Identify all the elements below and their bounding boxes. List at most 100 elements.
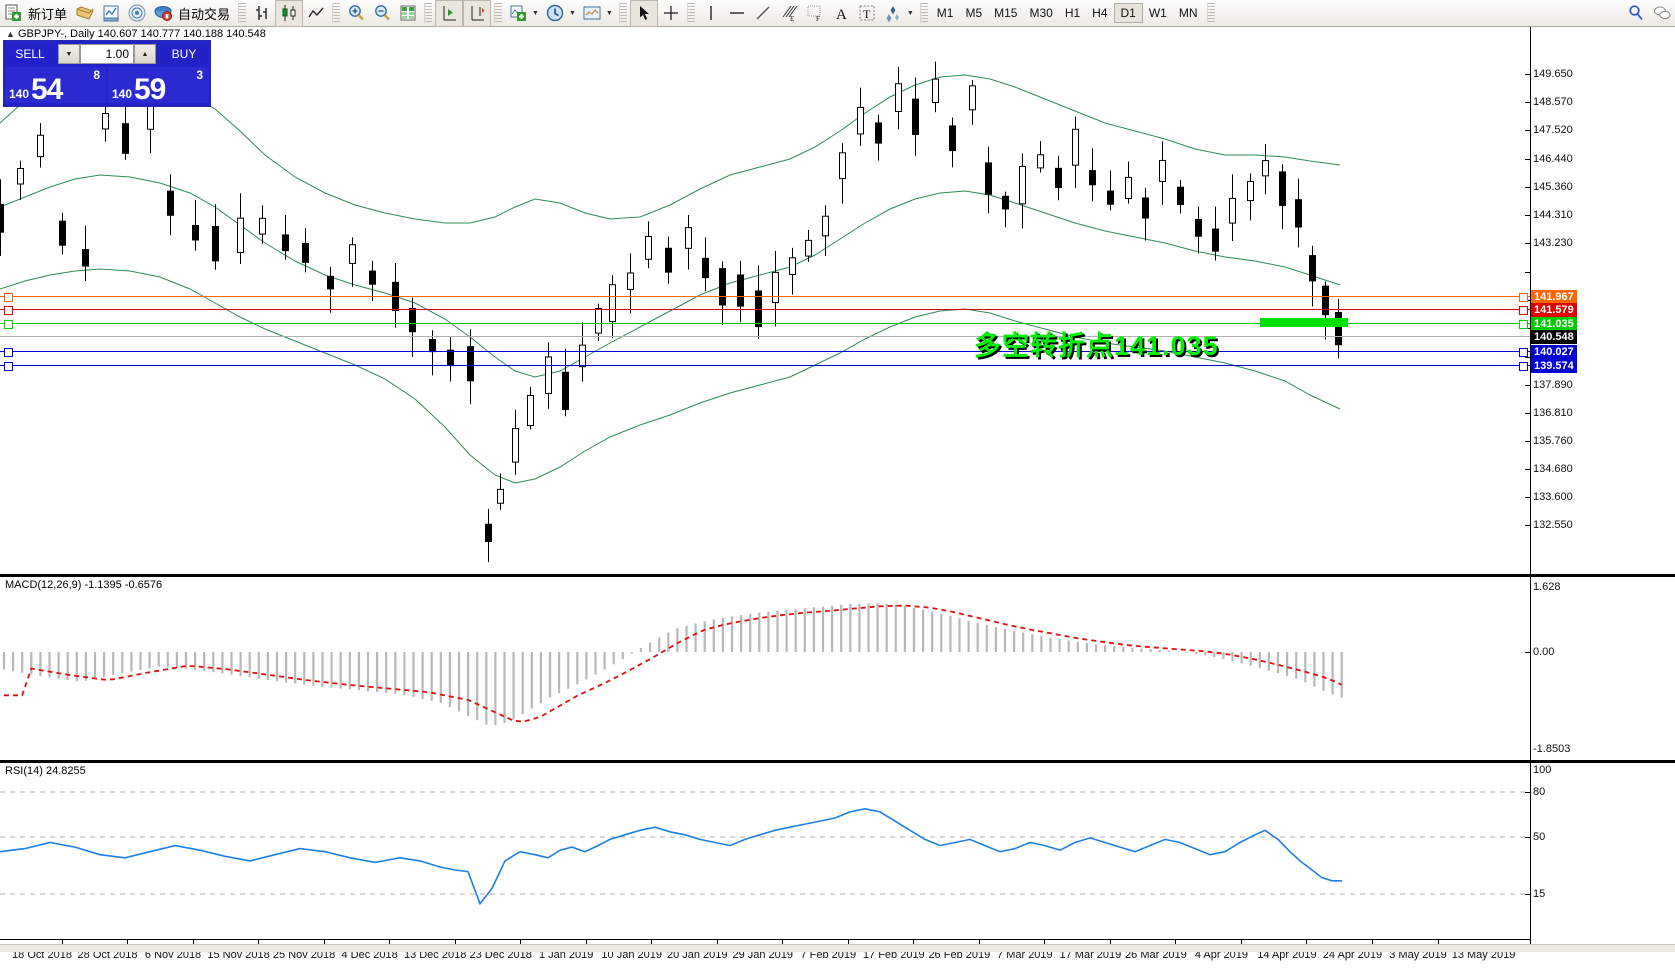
line-chart-button[interactable]	[303, 1, 329, 26]
rsi-panel[interactable]	[0, 764, 1530, 939]
chart-window[interactable]: 多空转折点141.035 141.967 141.579 141.035 140…	[0, 27, 1675, 979]
timeframe-w1[interactable]: W1	[1148, 6, 1167, 20]
price-level-label-141-967[interactable]: 141.967	[1531, 290, 1577, 304]
sell-price-quote[interactable]: 140 54 8	[5, 67, 106, 106]
auto-trading-button[interactable]: 自动交易	[150, 1, 235, 26]
price-line-141-967[interactable]	[0, 296, 1530, 297]
sell-price-fraction: 8	[93, 68, 100, 82]
price-line-handle[interactable]	[4, 306, 13, 315]
candlestick	[1335, 311, 1342, 346]
period-button[interactable]: ▼	[542, 1, 579, 26]
candlestick	[1072, 128, 1079, 166]
tile-windows-button[interactable]	[395, 1, 421, 26]
candlestick	[1262, 160, 1269, 177]
timeframe-d1[interactable]: D1	[1113, 3, 1143, 23]
volume-increase-button[interactable]: ▲	[134, 44, 156, 64]
timeframe-m5[interactable]: M5	[965, 6, 983, 20]
price-line-handle-right[interactable]	[1519, 306, 1528, 315]
volume-stepper[interactable]: ▼ 1.00 ▲	[58, 44, 156, 64]
rsi-panel-label: RSI(14) 24.8255	[5, 765, 86, 777]
buy-price-quote[interactable]: 140 59 3	[108, 67, 209, 106]
candlestick	[839, 152, 846, 180]
timeframe-m30[interactable]: M30	[1029, 6, 1053, 20]
timeframe-mn[interactable]: MN	[1178, 6, 1198, 20]
fibonacci-button[interactable]: E	[776, 1, 802, 26]
templates-icon	[582, 3, 602, 23]
indicators-button[interactable]: ▼	[505, 1, 542, 26]
chat-button[interactable]	[1649, 1, 1675, 26]
price-line-handle[interactable]	[4, 348, 13, 357]
one-click-trading-panel[interactable]: SELL ▼ 1.00 ▲ BUY 140 54 8 140 59 3	[3, 40, 211, 107]
chevron-down-icon[interactable]: ▼	[605, 9, 613, 17]
price-line-handle-right[interactable]	[1519, 293, 1528, 302]
price-level-label-141-579[interactable]: 141.579	[1531, 303, 1577, 317]
chevron-down-icon[interactable]: ▼	[532, 9, 539, 17]
candlestick	[429, 339, 436, 353]
zoom-out-button[interactable]	[369, 1, 395, 26]
bar-chart-button[interactable]	[249, 1, 275, 26]
bollinger-upper-band	[0, 74, 1341, 224]
price-line-handle-right[interactable]	[1519, 348, 1528, 357]
collapse-triangle-icon[interactable]: ▲	[6, 29, 15, 39]
candlestick	[1212, 228, 1219, 252]
horizontal-line-button[interactable]	[724, 1, 750, 26]
shift-end-button[interactable]	[435, 0, 464, 27]
shapes-button[interactable]: ▼	[880, 1, 917, 26]
price-panel[interactable]: 多空转折点141.035	[0, 27, 1530, 573]
price-line-140-027[interactable]	[0, 351, 1530, 352]
rsi-line	[0, 807, 1342, 906]
rsi-axis-label-50: 50	[1533, 831, 1546, 843]
cursor-button[interactable]	[629, 0, 658, 27]
panel-divider[interactable]	[0, 760, 1675, 763]
sell-button[interactable]: SELL	[15, 47, 45, 61]
chevron-down-icon[interactable]: ▼	[568, 9, 576, 17]
price-axis[interactable]	[1530, 27, 1675, 951]
timeframe-h4[interactable]: H4	[1092, 6, 1108, 20]
macd-panel[interactable]	[0, 578, 1530, 758]
price-level-label-139-574[interactable]: 139.574	[1531, 359, 1577, 373]
new-order-button[interactable]: 新订单	[0, 1, 72, 26]
chart-annotation-label[interactable]: 多空转折点141.035	[974, 331, 1219, 361]
templates-button[interactable]: ▼	[579, 1, 616, 26]
text-box-button[interactable]: T	[854, 1, 880, 26]
price-level-label-140-027[interactable]: 140.027	[1531, 345, 1577, 359]
price-line-handle-right[interactable]	[1519, 320, 1528, 329]
buy-price-fraction: 3	[196, 68, 203, 82]
macd-axis-tick	[1525, 652, 1530, 653]
price-line-141-035[interactable]	[0, 323, 1530, 324]
price-line-handle[interactable]	[4, 362, 13, 371]
candlestick-chart-button[interactable]	[275, 0, 304, 27]
candlestick	[1279, 171, 1286, 206]
timeframe-h1[interactable]: H1	[1064, 6, 1081, 20]
chart-symbol-header: ▲ GBPJPY-, Daily 140.607 140.777 140.188…	[6, 28, 266, 40]
open-chart-button[interactable]	[98, 1, 124, 26]
chevron-down-icon[interactable]: ▼	[906, 9, 914, 17]
price-level-label-141-035[interactable]: 141.035	[1531, 317, 1577, 331]
volume-input[interactable]: 1.00	[80, 44, 134, 64]
price-line-139-574[interactable]	[0, 365, 1530, 366]
sell-price-whole: 140	[9, 87, 30, 101]
price-line-141-579[interactable]	[0, 309, 1530, 310]
price-line-handle[interactable]	[4, 293, 13, 302]
candlestick	[1037, 154, 1044, 169]
folder-button[interactable]	[72, 1, 98, 26]
price-line-handle[interactable]	[4, 320, 13, 329]
zoom-in-button[interactable]	[343, 1, 369, 26]
trendline-button[interactable]	[750, 1, 776, 26]
autoscroll-button[interactable]	[463, 0, 492, 27]
signals-icon	[127, 3, 147, 23]
price-line-handle-right[interactable]	[1519, 362, 1528, 371]
buy-button[interactable]: BUY	[171, 47, 197, 61]
panel-divider[interactable]	[0, 574, 1675, 577]
timeframe-m15[interactable]: M15	[994, 6, 1018, 20]
text-label-button[interactable]: A	[828, 1, 854, 26]
timeframe-m1[interactable]: M1	[936, 6, 954, 20]
equidistant-channel-button[interactable]: F	[802, 1, 828, 26]
volume-decrease-button[interactable]: ▼	[58, 44, 80, 64]
candlestick	[665, 247, 672, 273]
crosshair-button[interactable]	[658, 1, 684, 26]
trendline-icon	[753, 3, 773, 23]
signals-button[interactable]	[124, 1, 150, 26]
search-button[interactable]	[1623, 1, 1649, 26]
vertical-line-button[interactable]	[698, 1, 724, 26]
